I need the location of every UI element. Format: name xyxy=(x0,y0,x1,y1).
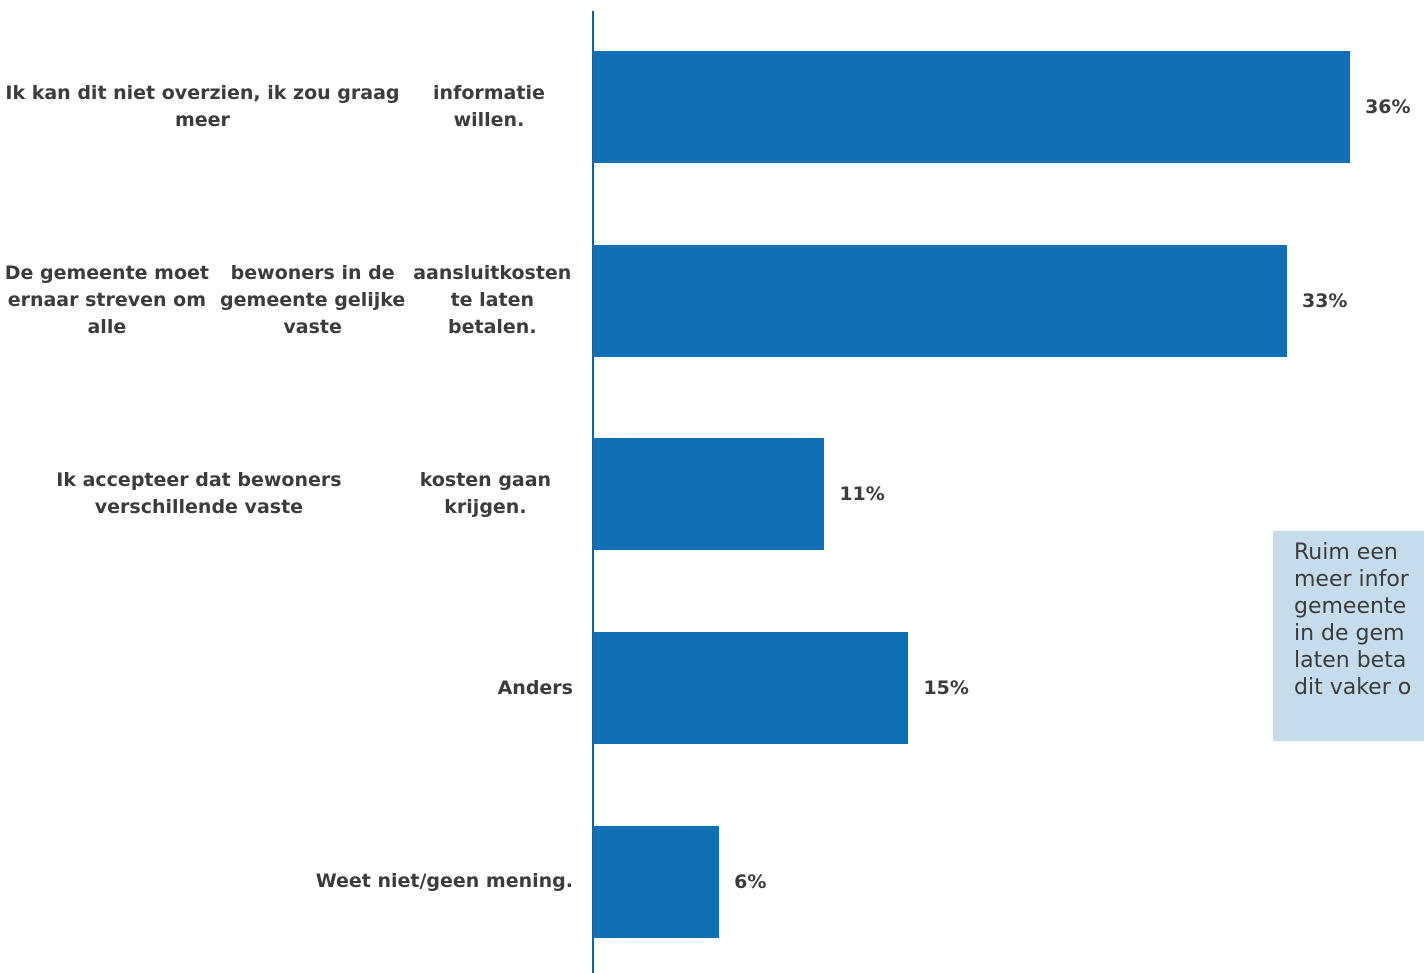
category-label-5: Weet niet/geen mening. xyxy=(0,826,573,938)
bar-1 xyxy=(593,51,1351,163)
category-label-3: Ik accepteer dat bewoners verschillende … xyxy=(0,438,573,550)
category-label-line: Weet niet/geen mening. xyxy=(315,870,573,893)
bar-2 xyxy=(593,244,1287,357)
callout-line-3: gemeente xyxy=(1294,594,1407,619)
category-label-line: Anders xyxy=(497,676,573,699)
value-label-4: 15% xyxy=(923,677,969,700)
value-label-1: 36% xyxy=(1365,96,1411,118)
bar-5 xyxy=(593,825,720,938)
callout-box: Ruim een meer infor gemeente in de gem l… xyxy=(1273,531,1424,741)
callout-line-1: Ruim een xyxy=(1294,540,1398,565)
category-label-line: bewoners in de gemeente gelijke vaste xyxy=(220,262,406,339)
bar-4 xyxy=(593,632,909,745)
callout-line-4: in de gem xyxy=(1294,621,1405,646)
value-label-5: 6% xyxy=(734,870,767,893)
category-label-2: De gemeente moet ernaar streven om alle b… xyxy=(0,245,573,357)
callout-line-5: laten beta xyxy=(1294,648,1407,673)
category-label-line: De gemeente moet ernaar streven om alle xyxy=(4,262,209,339)
value-label-2: 33% xyxy=(1301,289,1348,312)
callout-line-2: meer infor xyxy=(1294,567,1409,592)
value-label-3: 11% xyxy=(839,483,885,506)
category-label-line: aansluitkosten te laten betalen. xyxy=(413,262,572,339)
category-label-line: Ik accepteer dat bewoners verschillende … xyxy=(56,469,342,519)
category-label-line: informatie willen. xyxy=(433,82,545,131)
category-label-1: Ik kan dit niet overzien, ik zou graag m… xyxy=(0,51,573,163)
callout-line-6: dit vaker o xyxy=(1294,675,1412,700)
category-label-line: Ik kan dit niet overzien, ik zou graag m… xyxy=(5,82,400,131)
bar-3 xyxy=(593,438,825,551)
category-label-line: kosten gaan krijgen. xyxy=(419,469,552,519)
category-label-4: Anders xyxy=(0,632,573,744)
